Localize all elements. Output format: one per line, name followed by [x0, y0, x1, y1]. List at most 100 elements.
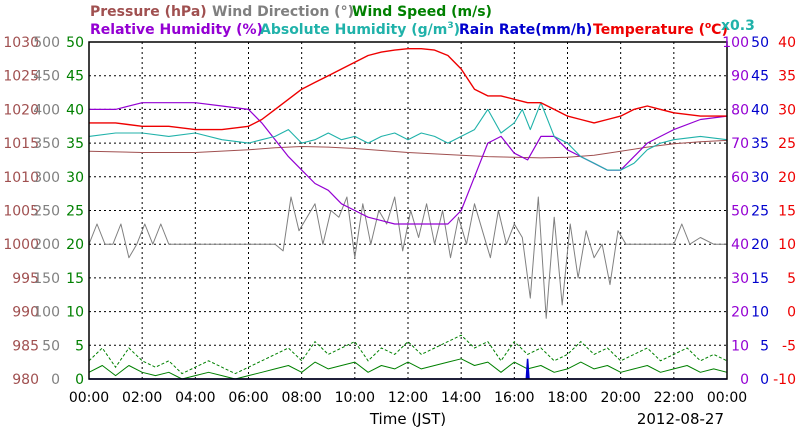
pressure-tick-label: 1020 — [3, 102, 39, 118]
temperature-tick-label: 5 — [787, 271, 796, 287]
wind-speed-tick-label: 25 — [66, 204, 84, 220]
wind-direction-tick-label: 300 — [33, 170, 60, 186]
temperature-tick-label: 0 — [787, 305, 796, 321]
series-wind-speed-m-s — [88, 358, 728, 380]
rain-tick-label: 30 — [751, 170, 769, 186]
pressure-tick-label: 1015 — [3, 136, 39, 152]
legend-relative-humidity: Relative Humidity (%) — [90, 22, 263, 38]
legend-temp-prefix: Temperature ( — [593, 22, 705, 38]
rain-tick-label: 35 — [751, 136, 769, 152]
x-tick-label: 14:00 — [441, 390, 481, 406]
rain-tick-label: 15 — [751, 271, 769, 287]
humidity-tick-label: 80 — [731, 102, 749, 118]
x-tick-label: 20:00 — [600, 390, 640, 406]
rain-tick-label: 20 — [751, 237, 769, 253]
pressure-tick-label: 990 — [12, 305, 39, 321]
pressure-tick-label: 985 — [12, 338, 39, 354]
wind-speed-tick-label: 10 — [66, 305, 84, 321]
rain-tick-label: 10 — [751, 305, 769, 321]
x-tick-label: 22:00 — [654, 390, 694, 406]
wind-direction-tick-label: 150 — [33, 271, 60, 287]
x-tick-label: 18:00 — [547, 390, 587, 406]
wind-direction-tick-label: 500 — [33, 35, 60, 51]
wind-direction-tick-label: 350 — [33, 136, 60, 152]
pressure-tick-label: 1005 — [3, 204, 39, 220]
pressure-tick-label: 1025 — [3, 69, 39, 85]
rain-tick-label: 5 — [760, 338, 769, 354]
series-pressure-hpa — [88, 139, 728, 159]
humidity-tick-label: 30 — [731, 271, 749, 287]
date-label: 2012-08-27 — [637, 410, 724, 428]
temperature-tick-label: 10 — [778, 237, 796, 253]
wind-direction-tick-label: 450 — [33, 69, 60, 85]
rain-tick-label: 50 — [751, 35, 769, 51]
pressure-tick-label: 1030 — [3, 35, 39, 51]
wind-direction-tick-label: 0 — [51, 372, 60, 388]
temperature-tick-label: -5 — [782, 338, 796, 354]
rain-tick-label: 40 — [751, 102, 769, 118]
pressure-tick-label: 1010 — [3, 170, 39, 186]
temperature-tick-label: -10 — [773, 372, 796, 388]
wind-direction-tick-label: 250 — [33, 204, 60, 220]
x-tick-label: 00:00 — [707, 390, 747, 406]
wind-direction-tick-label: 50 — [42, 338, 60, 354]
grid-lines — [89, 42, 727, 379]
wind-speed-tick-label: 35 — [66, 136, 84, 152]
series-wind-gust — [88, 334, 728, 375]
legend-wind-direction: Wind Direction (°) — [212, 4, 354, 20]
temperature-tick-label: 20 — [778, 170, 796, 186]
temperature-tick-label: 40 — [778, 35, 796, 51]
humidity-tick-label: 0 — [740, 372, 749, 388]
legend-temperature: Temperature (oC) — [593, 21, 728, 38]
legend-wind-speed: Wind Speed (m/s) — [352, 4, 492, 20]
rain-tick-label: 0 — [760, 372, 769, 388]
humidity-tick-label: 90 — [731, 69, 749, 85]
rain-tick-label: 45 — [751, 69, 769, 85]
temperature-tick-label: 35 — [778, 69, 796, 85]
wind-direction-tick-label: 100 — [33, 305, 60, 321]
plot-frame — [88, 41, 728, 380]
humidity-tick-label: 50 — [731, 204, 749, 220]
humidity-tick-label: 100 — [722, 35, 749, 51]
series-absolute-humidity-g-m — [88, 102, 728, 171]
legend-temp-suffix: C) — [711, 22, 728, 38]
humidity-tick-label: 20 — [731, 305, 749, 321]
temperature-tick-label: 30 — [778, 102, 796, 118]
wind-speed-tick-label: 45 — [66, 69, 84, 85]
wind-speed-tick-label: 30 — [66, 170, 84, 186]
legend-pressure: Pressure (hPa) — [90, 4, 207, 20]
wind-speed-tick-label: 40 — [66, 102, 84, 118]
series-temperature-c — [89, 48, 727, 131]
legend-x03: x0.3 — [721, 18, 755, 34]
x-axis-label: Time (JST) — [369, 410, 446, 428]
wind-speed-tick-label: 20 — [66, 237, 84, 253]
x-tick-label: 10:00 — [335, 390, 375, 406]
humidity-tick-label: 40 — [731, 237, 749, 253]
x-tick-label: 08:00 — [281, 390, 321, 406]
x-tick-label: 06:00 — [228, 390, 268, 406]
x-tick-label: 16:00 — [494, 390, 534, 406]
legend-ah-prefix: Absolute Humidity (g/m — [260, 22, 447, 38]
wind-direction-tick-label: 400 — [33, 102, 60, 118]
x-tick-label: 12:00 — [388, 390, 428, 406]
wind-speed-tick-label: 0 — [75, 372, 84, 388]
x-tick-label: 04:00 — [175, 390, 215, 406]
pressure-tick-label: 980 — [12, 372, 39, 388]
pressure-tick-label: 1000 — [3, 237, 39, 253]
legend-absolute-humidity: Absolute Humidity (g/m3) — [260, 21, 460, 38]
legend-rain-rate: Rain Rate(mm/h) — [459, 22, 592, 38]
humidity-tick-label: 70 — [731, 136, 749, 152]
temperature-tick-label: 15 — [778, 204, 796, 220]
wind-speed-tick-label: 15 — [66, 271, 84, 287]
pressure-tick-label: 995 — [12, 271, 39, 287]
temperature-tick-label: 25 — [778, 136, 796, 152]
x-tick-labels: 00:00 02:00 04:00 06:00 08:00 10:00 12:00 14:00… — [69, 390, 747, 406]
wind-speed-tick-label: 50 — [66, 35, 84, 51]
wind-direction-tick-label: 200 — [33, 237, 60, 253]
humidity-tick-label: 60 — [731, 170, 749, 186]
wind-speed-tick-label: 5 — [75, 338, 84, 354]
legend-ah-sup: 3 — [447, 21, 453, 31]
legend-temp-degree: o — [705, 21, 711, 31]
